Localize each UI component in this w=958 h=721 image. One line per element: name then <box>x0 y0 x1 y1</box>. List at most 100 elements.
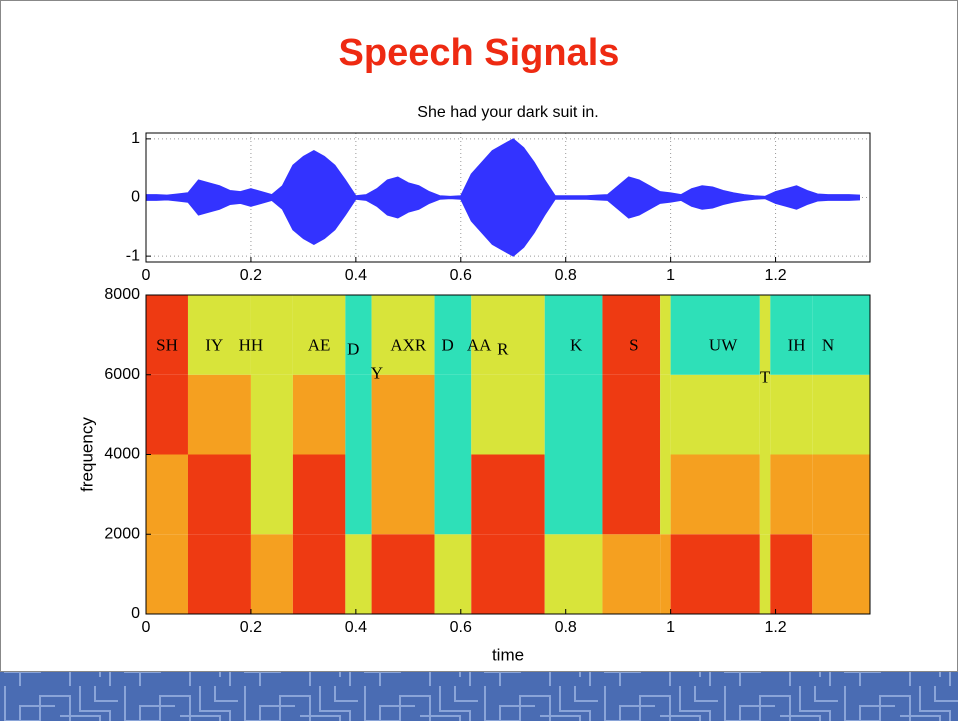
x-tick-label: 0.8 <box>555 267 577 284</box>
phoneme-label: N <box>822 336 834 355</box>
spectrogram-cell <box>250 295 293 375</box>
x-tick-label: 0.4 <box>345 267 367 284</box>
spectrogram-cell <box>146 454 188 535</box>
spectrogram-cell <box>471 454 545 535</box>
spectrogram-cell <box>770 295 813 375</box>
spectrogram-cell <box>544 454 603 535</box>
spectrogram-cell <box>345 454 372 535</box>
spectrogram-cell <box>146 295 188 375</box>
spectrogram-cell <box>187 374 251 455</box>
spectrogram-cell <box>812 534 870 614</box>
y-tick-label: 8000 <box>104 286 140 303</box>
spectrogram-cell <box>770 454 813 535</box>
spectrogram-cell <box>292 454 346 535</box>
phoneme-label: IH <box>788 336 806 355</box>
spectrogram-cell <box>434 534 472 614</box>
y-tick-label: 6000 <box>104 366 140 383</box>
spectrogram-cell <box>434 295 472 375</box>
spectrogram-cell <box>371 295 435 375</box>
x-tick-label: 0.6 <box>450 267 472 284</box>
x-tick-label: 1 <box>666 267 675 284</box>
y-tick-label: 4000 <box>104 446 140 463</box>
waveform-area <box>145 138 861 198</box>
y-tick-label: 2000 <box>104 525 140 542</box>
footer-band <box>0 672 958 721</box>
phoneme-label: IY <box>205 336 223 355</box>
spectrogram-cell <box>759 534 771 614</box>
spectrogram-cell <box>770 534 813 614</box>
phoneme-label: D <box>442 336 454 355</box>
spectrogram-cell <box>670 534 760 614</box>
x-tick-label: 0.8 <box>555 619 577 636</box>
y-tick-label: -1 <box>126 247 140 264</box>
x-tick-label: 1.2 <box>764 619 786 636</box>
spectrogram-cell <box>759 295 771 375</box>
axes-box <box>145 132 871 263</box>
x-axis-label: time <box>492 645 524 664</box>
spectrogram-cell <box>759 374 771 455</box>
x-tick-label: 0.6 <box>450 619 472 636</box>
spectrogram-cell <box>187 534 251 614</box>
spectrogram-cell <box>292 534 346 614</box>
axes-box <box>145 294 871 615</box>
x-tick-label: 0 <box>142 619 151 636</box>
spectrogram-cell <box>602 534 661 614</box>
spectrogram-cell <box>660 454 671 535</box>
chart-title: She had your dark suit in. <box>417 104 598 121</box>
spectrogram-cell <box>759 454 771 535</box>
spectrogram-cell <box>146 534 188 614</box>
x-tick-label: 0.4 <box>345 619 367 636</box>
spectrogram-cell <box>471 534 545 614</box>
phoneme-label: UW <box>709 336 738 355</box>
spectrogram-cell <box>371 374 435 455</box>
spectrogram-cell <box>670 295 760 375</box>
spectrogram-cell <box>812 374 870 455</box>
phoneme-label: Y <box>371 364 383 383</box>
phoneme-label: AE <box>308 336 331 355</box>
spectrogram-cell <box>371 454 435 535</box>
spectrogram-cell <box>602 374 661 455</box>
y-tick-label: 0 <box>131 189 140 206</box>
y-tick-label: 0 <box>131 605 140 622</box>
phoneme-label: AXR <box>390 336 427 355</box>
x-tick-label: 1 <box>666 619 675 636</box>
y-tick-label: 1 <box>131 130 140 147</box>
phoneme-label: K <box>570 336 583 355</box>
spectrogram-cell <box>345 374 372 455</box>
waveform-area <box>145 197 861 257</box>
spectrogram-cell <box>434 454 472 535</box>
phoneme-label: SH <box>156 336 178 355</box>
spectrogram-cell <box>146 374 188 455</box>
spectrogram-cell <box>471 295 545 375</box>
spectrogram-cell <box>670 374 760 455</box>
x-tick-label: 0.2 <box>240 619 262 636</box>
x-tick-label: 1.2 <box>764 267 786 284</box>
spectrogram-cell <box>544 374 603 455</box>
spectrogram-cell <box>250 374 293 455</box>
spectrogram-cell <box>660 534 671 614</box>
spectrogram-cell <box>602 295 661 375</box>
phoneme-label: T <box>760 368 771 387</box>
phoneme-label: S <box>629 336 638 355</box>
slide-title: Speech Signals <box>339 32 620 74</box>
phoneme-label: D <box>347 340 359 359</box>
x-tick-label: 0 <box>142 267 151 284</box>
spectrogram-cell <box>471 374 545 455</box>
spectrogram-cell <box>187 454 251 535</box>
spectrogram-cell <box>544 295 603 375</box>
spectrogram-cell <box>250 454 293 535</box>
spectrogram-cell <box>187 295 251 375</box>
x-tick-label: 0.2 <box>240 267 262 284</box>
spectrogram-cell <box>250 534 293 614</box>
spectrogram-cell <box>770 374 813 455</box>
spectrogram-cell <box>434 374 472 455</box>
spectrogram-cell <box>345 295 372 375</box>
phoneme-label: AA <box>467 336 492 355</box>
spectrogram-cell <box>670 454 760 535</box>
spectrogram-cell <box>371 534 435 614</box>
spectrogram-cell <box>292 295 346 375</box>
phoneme-label: R <box>497 340 509 359</box>
